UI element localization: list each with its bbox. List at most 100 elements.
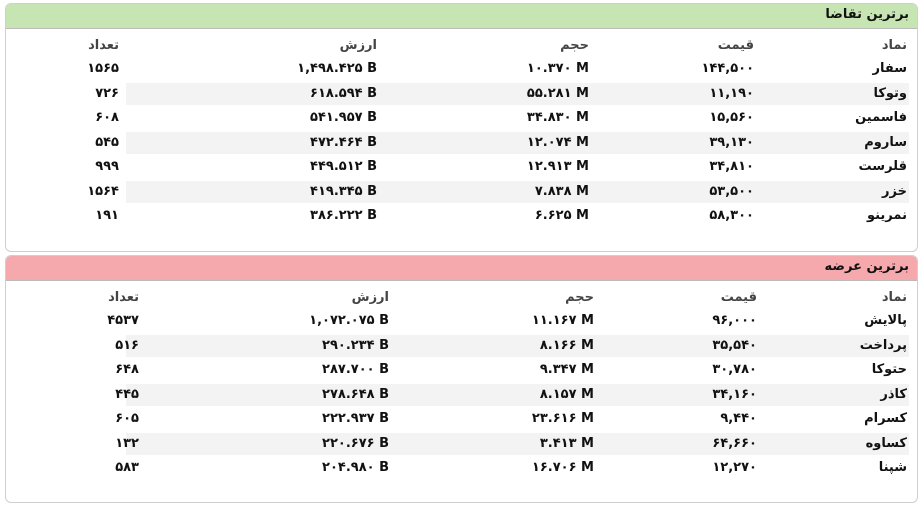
column-header: قیمت [717,38,754,53]
value-cell: ۱۵۶۵ [87,61,119,76]
symbol: قلرست [858,159,907,174]
table-row: ساروم ۳۹,۱۳۰ ۱۲.۰۷۴ M ۴۷۲.۴۶۴ B ۵۴۵ [6,131,917,155]
demand-panel: برترین تقاضا نماد قیمت حجم ارزش تعداد سفار ۱۴۴… [5,3,918,252]
value-cell: ۵۳,۵۰۰ [709,183,754,199]
value-cell: ۳۴,۸۱۰ [709,159,754,174]
value-cell: ۱۲.۰۷۴ M [526,134,589,150]
value-cell: ۲۷۸.۶۴۸ B [322,386,389,402]
table-row: فاسمین ۱۵,۵۶۰ ۳۴.۸۳۰ M ۵۴۱.۹۵۷ B ۶۰۸ [6,106,917,130]
symbol: پالایش [864,313,907,328]
value-cell: ۴۵۳۷ [107,313,139,328]
symbol: نمرینو [866,208,907,223]
value-cell: ۲۳.۶۱۶ M [531,411,594,426]
value-cell: ۱۰.۳۷۰ M [526,61,589,76]
table-header: نماد قیمت حجم ارزش تعداد [6,286,917,310]
value-cell: ۵۴۵ [95,134,119,150]
value-cell: ۱۹۱ [95,208,119,223]
row-stripe [126,383,909,406]
value-cell: ۳۸۶.۲۲۲ B [310,208,377,223]
value-cell: ۸.۱۶۶ M [539,337,594,353]
symbol: فاسمین [855,110,907,125]
table-row: کاذر ۳۴,۱۶۰ ۸.۱۵۷ M ۲۷۸.۶۴۸ B ۴۴۵ [6,383,917,407]
column-header: تعداد [88,38,119,53]
supply-panel: برترین عرضه نماد قیمت حجم ارزش تعداد پالایش ۹۶… [5,255,918,503]
value-cell: ۵۴۱.۹۵۷ B [310,110,377,125]
symbol: وتوکا [873,85,907,101]
table-row: کسرام ۹,۴۴۰ ۲۳.۶۱۶ M ۲۲۲.۹۳۷ B ۶۰۵ [6,407,917,431]
value-cell: ۹۶,۰۰۰ [712,313,757,328]
value-cell: ۱۵۶۴ [87,183,119,199]
value-cell: ۲۲۲.۹۳۷ B [322,411,389,426]
value-cell: ۲۸۷.۷۰۰ B [322,362,389,377]
symbol: کسرام [864,411,907,426]
row-stripe [126,82,909,105]
panel-title: برترین عرضه [824,259,909,274]
value-cell: ۶۴۸ [115,362,139,377]
table-header: نماد قیمت حجم ارزش تعداد [6,34,917,58]
value-cell: ۱۴۴,۵۰۰ [701,61,754,76]
value-cell: ۱۶.۷۰۶ M [531,460,594,475]
value-cell: ۵۸۳ [115,460,139,475]
table-row: قلرست ۳۴,۸۱۰ ۱۲.۹۱۳ M ۴۴۹.۵۱۲ B ۹۹۹ [6,155,917,179]
table-row: پالایش ۹۶,۰۰۰ ۱۱.۱۶۷ M ۱,۰۷۲.۰۷۵ B ۴۵۳۷ [6,309,917,333]
value-cell: ۹.۳۴۷ M [539,362,594,377]
value-cell: ۴۷۲.۴۶۴ B [310,134,377,150]
value-cell: ۹۹۹ [95,159,119,174]
symbol: حتوکا [871,362,907,377]
value-cell: ۴۴۵ [115,386,139,402]
value-cell: ۱,۰۷۲.۰۷۵ B [309,313,389,328]
value-cell: ۶۴,۶۶۰ [712,435,757,451]
column-header: تعداد [108,290,139,305]
value-cell: ۳۰,۷۸۰ [712,362,757,377]
table-row: پرداخت ۳۵,۵۴۰ ۸.۱۶۶ M ۲۹۰.۲۳۴ B ۵۱۶ [6,334,917,358]
column-header: ارزش [339,38,377,53]
panel-header: برترین عرضه [6,256,917,281]
panel-header: برترین تقاضا [6,4,917,29]
value-cell: ۱۵,۵۶۰ [709,110,754,125]
value-cell: ۶۰۸ [95,110,119,125]
table-row: سفار ۱۴۴,۵۰۰ ۱۰.۳۷۰ M ۱,۴۹۸.۴۲۵ B ۱۵۶۵ [6,57,917,81]
value-cell: ۷۲۶ [95,85,119,101]
symbol: شپنا [878,460,907,475]
table-row: وتوکا ۱۱,۱۹۰ ۵۵.۲۸۱ M ۶۱۸.۵۹۴ B ۷۲۶ [6,82,917,106]
value-cell: ۱۲,۲۷۰ [712,460,757,475]
symbol: ساروم [864,134,907,150]
value-cell: ۳۵,۵۴۰ [712,337,757,353]
column-header: حجم [565,290,594,305]
table-row: نمرینو ۵۸,۳۰۰ ۶.۶۲۵ M ۳۸۶.۲۲۲ B ۱۹۱ [6,204,917,228]
value-cell: ۲۰۴.۹۸۰ B [322,460,389,475]
column-header: قیمت [720,290,757,305]
value-cell: ۱۳۲ [115,435,139,451]
column-header: نماد [881,290,907,305]
symbol: پرداخت [859,337,907,353]
column-header: حجم [560,38,589,53]
column-header: ارزش [351,290,389,305]
value-cell: ۳۴,۱۶۰ [712,386,757,402]
value-cell: ۱۱,۱۹۰ [709,85,754,101]
value-cell: ۹,۴۴۰ [720,411,757,426]
row-stripe [126,131,909,154]
symbol: کاذر [880,386,907,402]
row-stripe [126,432,909,455]
symbol: کساوه [865,435,907,451]
value-cell: ۴۱۹.۳۴۵ B [310,183,377,199]
value-cell: ۸.۱۵۷ M [539,386,594,402]
symbol: خزر [882,183,907,199]
table-row: خزر ۵۳,۵۰۰ ۷.۸۳۸ M ۴۱۹.۳۴۵ B ۱۵۶۴ [6,180,917,204]
table-row: کساوه ۶۴,۶۶۰ ۳.۴۱۳ M ۲۲۰.۶۷۶ B ۱۳۲ [6,432,917,456]
value-cell: ۴۴۹.۵۱۲ B [310,159,377,174]
row-stripe [126,334,909,357]
value-cell: ۵۵.۲۸۱ M [526,85,589,101]
value-cell: ۱۲.۹۱۳ M [526,159,589,174]
value-cell: ۲۹۰.۲۳۴ B [322,337,389,353]
value-cell: ۶.۶۲۵ M [534,208,589,223]
value-cell: ۳۴.۸۳۰ M [526,110,589,125]
value-cell: ۶۱۸.۵۹۴ B [310,85,377,101]
value-cell: ۶۰۵ [115,411,139,426]
panel-title: برترین تقاضا [825,7,909,22]
value-cell: ۵۱۶ [115,337,139,353]
value-cell: ۲۲۰.۶۷۶ B [322,435,389,451]
value-cell: ۱۱.۱۶۷ M [531,313,594,328]
symbol: سفار [872,61,907,76]
value-cell: ۵۸,۳۰۰ [709,208,754,223]
